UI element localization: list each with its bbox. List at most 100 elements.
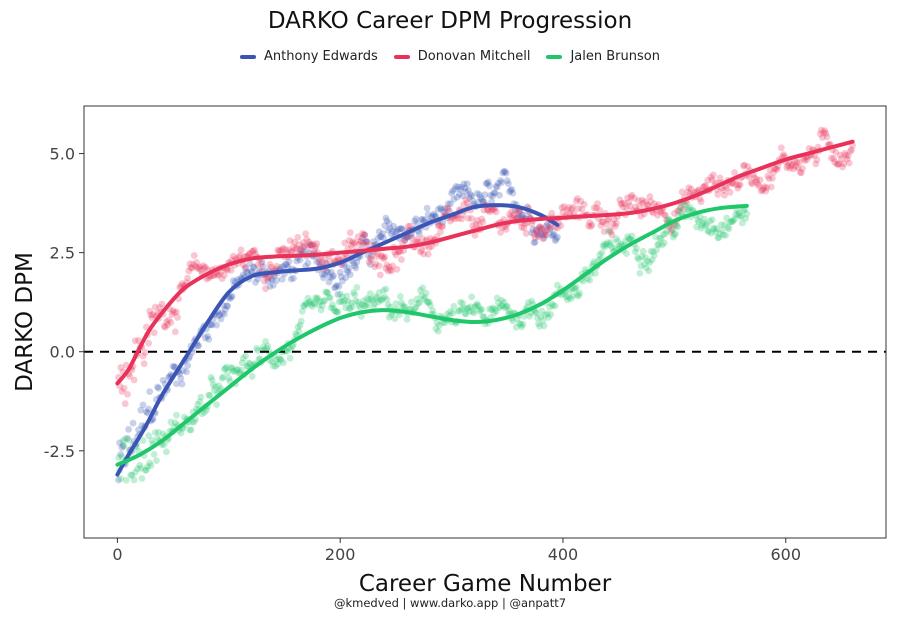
- data-point: [170, 363, 178, 371]
- data-point: [120, 442, 128, 450]
- data-point: [423, 204, 431, 212]
- data-point: [135, 426, 142, 434]
- data-point: [506, 307, 513, 315]
- data-point: [644, 201, 652, 209]
- data-point: [604, 216, 611, 224]
- data-point: [420, 250, 428, 258]
- data-point: [285, 246, 293, 254]
- data-point: [115, 454, 122, 461]
- data-point: [229, 252, 237, 260]
- data-point: [419, 235, 427, 243]
- data-point: [608, 244, 616, 251]
- data-point: [119, 442, 127, 450]
- data-point: [296, 246, 304, 254]
- data-point: [591, 269, 599, 277]
- data-point: [712, 228, 719, 236]
- data-point: [516, 208, 523, 216]
- data-point: [547, 311, 555, 318]
- data-point: [248, 247, 256, 255]
- data-point: [497, 302, 504, 310]
- data-point: [171, 419, 179, 427]
- data-point: [516, 320, 523, 327]
- data-point: [726, 218, 734, 226]
- data-point: [391, 248, 399, 256]
- data-point: [828, 154, 835, 162]
- data-point: [353, 284, 361, 291]
- data-point: [252, 278, 259, 286]
- data-point: [503, 302, 511, 310]
- data-point: [732, 210, 740, 218]
- data-point: [486, 208, 493, 216]
- data-point: [845, 159, 853, 167]
- data-point: [536, 322, 543, 330]
- data-point: [191, 262, 199, 270]
- data-point: [511, 207, 519, 214]
- data-point: [274, 360, 282, 368]
- data-point: [618, 199, 626, 207]
- data-point: [594, 200, 601, 208]
- data-point: [432, 325, 440, 333]
- data-point: [496, 304, 503, 312]
- data-point: [611, 244, 619, 252]
- data-point: [380, 287, 388, 294]
- data-point: [433, 319, 441, 327]
- data-point: [384, 301, 392, 309]
- data-point: [178, 280, 186, 288]
- data-point: [383, 217, 391, 225]
- data-point: [462, 196, 470, 203]
- data-point: [657, 208, 665, 216]
- data-point: [187, 264, 195, 271]
- data-point: [654, 211, 662, 219]
- data-point: [606, 241, 614, 249]
- data-point: [533, 314, 541, 322]
- data-point: [518, 223, 526, 231]
- data-point: [646, 193, 654, 200]
- data-point: [509, 214, 517, 222]
- data-point: [298, 307, 306, 315]
- data-point: [356, 304, 364, 312]
- data-point: [571, 285, 579, 293]
- data-point: [258, 258, 266, 266]
- data-point: [326, 273, 334, 281]
- data-point: [334, 291, 342, 298]
- data-point: [588, 221, 596, 229]
- data-point: [117, 364, 125, 371]
- data-point: [605, 228, 613, 235]
- data-point: [197, 266, 205, 274]
- data-point: [212, 383, 219, 391]
- data-point: [236, 252, 244, 259]
- data-point: [567, 295, 575, 303]
- data-point: [154, 383, 161, 391]
- data-point: [488, 306, 496, 314]
- data-point: [569, 203, 577, 211]
- data-point: [209, 381, 217, 389]
- data-point: [617, 240, 625, 248]
- data-point: [530, 239, 538, 247]
- data-point: [729, 217, 737, 224]
- data-point: [351, 262, 359, 270]
- data-point: [153, 457, 160, 465]
- data-point: [460, 180, 468, 188]
- data-point: [766, 166, 774, 174]
- data-point: [752, 178, 760, 186]
- data-point: [599, 242, 607, 250]
- data-point: [310, 299, 317, 307]
- data-point: [401, 237, 409, 245]
- data-point: [532, 227, 540, 235]
- data-point: [832, 148, 840, 156]
- data-point: [266, 283, 274, 290]
- data-point: [660, 239, 668, 247]
- data-point: [501, 168, 509, 175]
- data-point: [411, 217, 419, 225]
- data-point: [350, 259, 357, 266]
- data-point: [398, 299, 405, 307]
- data-point: [239, 271, 247, 279]
- data-point: [282, 246, 290, 254]
- data-point: [444, 205, 452, 213]
- x-axis: 0 200 400 600: [112, 538, 801, 564]
- data-point: [497, 177, 504, 184]
- data-point: [455, 190, 463, 198]
- data-point: [653, 246, 660, 254]
- data-point: [303, 235, 311, 243]
- data-point: [493, 294, 501, 302]
